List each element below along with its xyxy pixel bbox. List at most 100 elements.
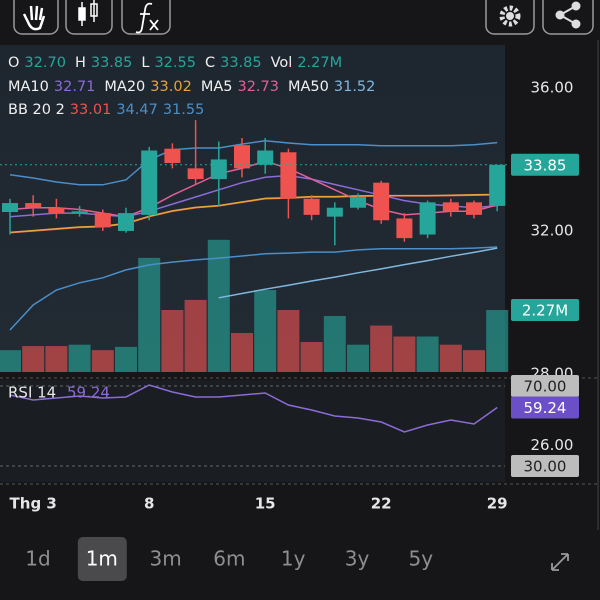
volume-bar: [439, 344, 462, 372]
last-price-box: [511, 153, 579, 176]
candle-body: [94, 213, 111, 228]
candle-button[interactable]: [65, 0, 113, 35]
gear-icon: [499, 5, 521, 27]
ohlc-value: 33.85: [220, 55, 262, 71]
volume-bar: [277, 310, 300, 372]
last-price-label: 33.85: [524, 156, 567, 174]
rsi-name: RSI 14: [8, 384, 56, 402]
rsi-level-label: 30.00: [524, 458, 567, 476]
candle-body: [48, 207, 65, 214]
settings-button[interactable]: [485, 0, 535, 35]
timeframe-option[interactable]: 1y: [281, 547, 306, 571]
volume-bar: [231, 332, 253, 372]
x-tick-label: 15: [255, 495, 276, 513]
timeframe-option[interactable]: 5y: [409, 547, 434, 571]
timeframe-option[interactable]: 1m: [86, 547, 118, 571]
last-volume-label: 2.27M: [522, 302, 568, 320]
bollinger-line: [9, 246, 498, 331]
expand-icon[interactable]: [551, 553, 569, 571]
volume-bar: [463, 350, 485, 372]
candle-body: [2, 203, 18, 213]
last-volume-box: [511, 299, 579, 322]
ohlc-value: 33.85: [90, 55, 133, 71]
ohlc-row: O 32.70 H 33.85 L 32.55 C 33.85 Vol 2.27M: [8, 52, 384, 76]
ma-name: MA10: [8, 78, 49, 95]
ohlc-key: H: [74, 55, 86, 71]
indicator-header: O 32.70 H 33.85 L 32.55 C 33.85 Vol 2.27M MA10 32.…: [8, 52, 384, 123]
candle-icon: [78, 0, 98, 26]
ohlc-value: 2.27M: [297, 55, 343, 71]
candle-body: [71, 211, 88, 214]
volume-bar: [115, 346, 137, 372]
ohlc-value: 32.70: [24, 55, 66, 71]
volume-bar: [22, 346, 45, 372]
ma-value: 31.52: [333, 78, 376, 95]
rsi-level-label: 70.00: [524, 378, 567, 396]
candle-body: [350, 196, 366, 208]
timeframe-selected[interactable]: [77, 537, 127, 581]
volume-bar: [416, 336, 439, 372]
ohlc-key: L: [141, 55, 150, 71]
bb-name: BB 20 2: [8, 102, 65, 118]
bb-row: BB 20 2 33.01 34.47 31.55: [8, 99, 384, 123]
timeframe-option[interactable]: 1d: [25, 547, 50, 571]
volume-bar: [393, 336, 416, 372]
volume-bar: [370, 325, 393, 372]
ohlc-value: 32.55: [154, 55, 196, 71]
candle-body: [303, 198, 320, 215]
volume-bar: [207, 239, 230, 372]
rsi-value-box: [511, 396, 579, 419]
hand-icon: [22, 5, 46, 31]
candle-body: [489, 164, 506, 206]
ma-line: [9, 193, 498, 234]
ma-name: MA20: [104, 78, 146, 95]
rsi-level-box: [511, 455, 579, 477]
candle-body: [419, 202, 436, 235]
candle-body: [187, 168, 204, 180]
ma-value: 32.73: [237, 78, 279, 95]
ma-line: [218, 247, 498, 299]
timeframe-option[interactable]: 3m: [149, 547, 181, 571]
candle-body: [442, 202, 459, 212]
share-icon: [555, 1, 581, 29]
ma-line: [9, 160, 498, 218]
candle-body: [396, 218, 413, 239]
volume-bar: [323, 316, 346, 372]
rsi-value-label: 59.24: [524, 399, 567, 417]
candle-body: [326, 207, 343, 217]
volume-bar: [300, 341, 323, 372]
ohlc-key: Vol: [270, 55, 293, 71]
ma-line: [9, 174, 498, 218]
rsi-value-text: 59.24: [67, 384, 110, 402]
gear-hub: [506, 12, 514, 20]
volume-bar: [486, 310, 509, 372]
timeframe-option[interactable]: 3y: [345, 547, 370, 571]
volume-bar: [0, 350, 21, 372]
volume-bar: [161, 310, 184, 372]
x-tick-label: 29: [487, 495, 508, 513]
ohlc-key: C: [204, 55, 216, 71]
ma-value: 32.71: [53, 78, 96, 95]
candle-body: [257, 150, 274, 165]
bb-value: 31.55: [162, 102, 205, 118]
bb-value: 34.47: [116, 102, 158, 118]
indicator-button[interactable]: [121, 0, 171, 35]
ma-value: 33.02: [150, 78, 192, 95]
share-button[interactable]: [542, 0, 594, 35]
rsi-level-box: [511, 375, 579, 397]
chart-layers: 36.0032.0028.0026.0033.852.27M70.0030.00…: [0, 78, 579, 581]
rsi-line: [9, 384, 498, 433]
bb-value: 33.01: [69, 102, 112, 118]
volume-bar: [184, 299, 207, 372]
fx-icon: [135, 2, 159, 34]
toolbar-icons: [13, 0, 594, 35]
candle-body: [164, 148, 181, 164]
y-tick-label: 26.00: [531, 436, 574, 454]
hand-button[interactable]: [13, 0, 59, 35]
candle-body: [280, 152, 297, 199]
candle-body: [141, 150, 158, 215]
volume-bar: [91, 350, 114, 372]
volume-bar: [138, 257, 161, 372]
timeframe-option[interactable]: 6m: [213, 547, 245, 571]
